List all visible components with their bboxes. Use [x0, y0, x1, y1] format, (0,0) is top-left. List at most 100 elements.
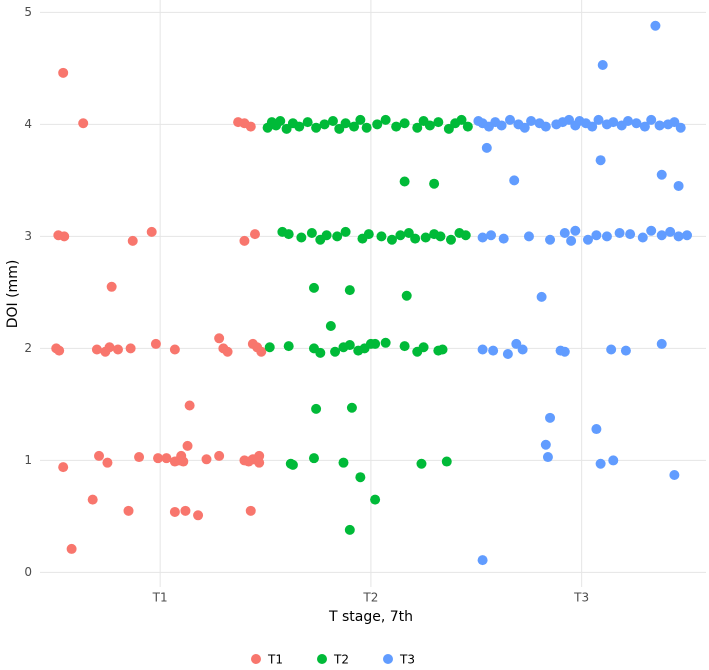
x-tick-label: T3	[573, 591, 589, 605]
y-tick-label: 4	[24, 117, 32, 131]
point	[416, 458, 427, 469]
legend-label: T1	[267, 653, 283, 667]
point	[380, 114, 391, 125]
point	[340, 226, 351, 237]
point	[536, 291, 547, 302]
point	[441, 456, 452, 467]
point	[650, 20, 661, 31]
point	[437, 344, 448, 355]
point	[355, 472, 366, 483]
point	[673, 231, 684, 242]
x-tick-label: T2	[362, 591, 378, 605]
point	[540, 439, 551, 450]
point	[58, 462, 69, 473]
point	[344, 285, 355, 296]
point	[245, 121, 256, 132]
point	[395, 230, 406, 241]
point	[637, 232, 648, 243]
point	[623, 115, 634, 126]
point	[673, 180, 684, 191]
point	[325, 320, 336, 331]
point	[614, 228, 625, 239]
point	[332, 231, 343, 242]
point	[264, 342, 275, 353]
point	[87, 494, 98, 505]
point	[412, 122, 423, 133]
point	[656, 230, 667, 241]
point	[91, 344, 102, 355]
point	[66, 543, 77, 554]
point	[182, 440, 193, 451]
point	[327, 115, 338, 126]
point	[456, 114, 467, 125]
point	[340, 118, 351, 129]
point	[462, 121, 473, 132]
point	[477, 232, 488, 243]
point	[125, 343, 136, 354]
point	[222, 346, 233, 357]
point	[559, 346, 570, 357]
y-tick-label: 2	[24, 341, 32, 355]
point	[283, 229, 294, 240]
point	[429, 178, 440, 189]
point	[201, 454, 212, 465]
point	[445, 234, 456, 245]
point	[591, 230, 602, 241]
point	[540, 121, 551, 132]
point	[399, 341, 410, 352]
point	[214, 450, 225, 461]
point	[675, 122, 686, 133]
point	[344, 524, 355, 535]
point	[646, 225, 657, 236]
point	[504, 114, 515, 125]
point	[344, 340, 355, 351]
point	[424, 120, 435, 131]
point	[433, 117, 444, 128]
point	[296, 232, 307, 243]
legend-key	[383, 654, 393, 664]
point	[58, 67, 69, 78]
point	[646, 114, 657, 125]
point	[169, 506, 180, 517]
point	[180, 505, 191, 516]
point	[94, 450, 105, 461]
point	[361, 122, 372, 133]
point	[481, 142, 492, 153]
point	[287, 459, 298, 470]
point	[146, 226, 157, 237]
point	[542, 452, 553, 463]
point	[54, 345, 65, 356]
y-tick-label: 0	[24, 565, 32, 579]
point	[654, 120, 665, 131]
point	[399, 118, 410, 129]
point	[306, 228, 317, 239]
point	[631, 118, 642, 129]
point	[319, 119, 330, 130]
point	[283, 341, 294, 352]
point	[435, 231, 446, 242]
legend-key	[317, 654, 327, 664]
point	[302, 117, 313, 128]
x-axis-title: T stage, 7th	[328, 609, 413, 625]
point	[523, 231, 534, 242]
point	[315, 347, 326, 358]
point	[601, 231, 612, 242]
point	[486, 230, 497, 241]
point	[386, 234, 397, 245]
point	[184, 400, 195, 411]
legend-key	[251, 654, 261, 664]
x-tick-label: T1	[152, 591, 168, 605]
point	[477, 344, 488, 355]
point	[656, 169, 667, 180]
legend-label: T2	[333, 653, 349, 667]
point	[78, 118, 89, 129]
point	[517, 344, 528, 355]
point	[608, 455, 619, 466]
point	[545, 234, 556, 245]
point	[239, 235, 250, 246]
point	[308, 282, 319, 293]
point	[178, 456, 189, 467]
point	[418, 342, 429, 353]
point	[526, 115, 537, 126]
